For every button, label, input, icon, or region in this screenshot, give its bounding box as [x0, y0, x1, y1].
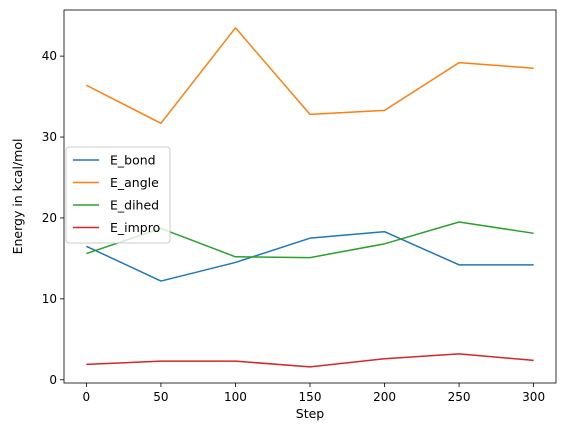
- x-axis-label: Step: [296, 406, 325, 421]
- y-tick-label: 40: [42, 49, 57, 63]
- x-tick-label: 50: [153, 390, 168, 404]
- y-axis-label: Energy in kcal/mol: [10, 139, 25, 255]
- series-line-e-impro: [86, 353, 534, 368]
- legend-label: E_bond: [110, 153, 156, 168]
- x-tick-label: 250: [448, 390, 471, 404]
- legend: E_bond E_angle E_dihed E_impro: [65, 146, 171, 244]
- y-tick-label: 10: [42, 292, 57, 306]
- x-tick-label: 300: [522, 390, 545, 404]
- y-tick-label: 30: [42, 130, 57, 144]
- x-tick-label: 0: [83, 390, 91, 404]
- x-tick-label: 150: [299, 390, 322, 404]
- x-tick-label: 200: [373, 390, 396, 404]
- y-tick-label: 20: [42, 211, 57, 225]
- y-tick-label: 0: [49, 373, 57, 387]
- legend-label: E_angle: [110, 175, 159, 190]
- x-tick-label: 100: [224, 390, 247, 404]
- legend-label: E_dihed: [110, 198, 159, 213]
- series-line-e-bond: [86, 230, 534, 282]
- series-line-e-angle: [86, 27, 534, 125]
- legend-label: E_impro: [110, 220, 160, 235]
- legend-box: [65, 146, 171, 244]
- axes-layer: 0 50 100 150 200 250 300 0 10 20 30 40: [42, 9, 557, 404]
